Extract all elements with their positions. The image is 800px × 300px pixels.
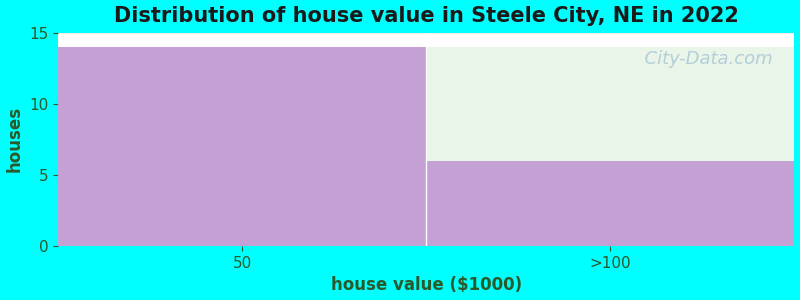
Text: City-Data.com: City-Data.com: [633, 50, 772, 68]
Y-axis label: houses: houses: [6, 106, 23, 172]
X-axis label: house value ($1000): house value ($1000): [330, 276, 522, 294]
Title: Distribution of house value in Steele City, NE in 2022: Distribution of house value in Steele Ci…: [114, 6, 738, 26]
